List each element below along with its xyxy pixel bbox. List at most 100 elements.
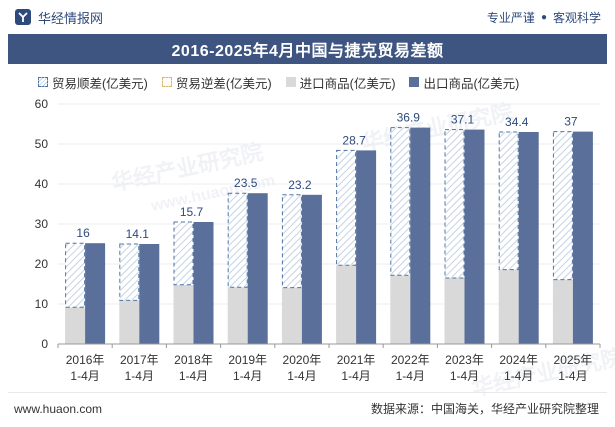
import-bar bbox=[552, 279, 573, 344]
x-tick-label: 2019年 1-4月 bbox=[228, 353, 267, 383]
legend-label-surplus: 贸易顺差(亿美元) bbox=[52, 76, 148, 91]
import-bar bbox=[281, 287, 302, 344]
brand-name: 华经情报网 bbox=[38, 10, 104, 26]
x-tick-label: 2024年 1-4月 bbox=[499, 353, 538, 383]
surplus-bar bbox=[444, 129, 465, 279]
import-bar bbox=[390, 275, 411, 344]
surplus-data-label: 23.5 bbox=[234, 176, 258, 190]
x-tick-label-line: 2019年 bbox=[228, 353, 267, 367]
x-tick-label-line: 2024年 bbox=[499, 353, 538, 367]
surplus-data-label: 34.4 bbox=[505, 115, 529, 129]
x-tick-label-line: 1-4月 bbox=[233, 369, 262, 383]
surplus-bar bbox=[227, 192, 248, 288]
y-tick-label: 0 bbox=[41, 337, 48, 351]
x-tick-label-line: 1-4月 bbox=[558, 369, 587, 383]
tag-professional: 专业严谨 bbox=[486, 10, 535, 25]
surplus-data-label: 36.9 bbox=[397, 111, 421, 125]
import-bar bbox=[498, 269, 519, 344]
x-tick-label-line: 1-4月 bbox=[125, 369, 154, 383]
legend-swatch-surplus bbox=[38, 77, 48, 87]
legend-item-export: 出口商品(亿美元) bbox=[409, 73, 519, 92]
legend-swatch-deficit bbox=[161, 77, 172, 87]
footer: www.huaon.com 数据来源：中国海关，华经产业研究院整理 bbox=[0, 396, 615, 421]
surplus-bar bbox=[65, 242, 86, 308]
x-tick-label: 2025年 1-4月 bbox=[554, 353, 593, 383]
y-tick-label: 10 bbox=[35, 297, 49, 311]
x-tick-label: 2020年 1-4月 bbox=[283, 353, 322, 383]
y-tick-label: 30 bbox=[35, 217, 49, 231]
export-bar bbox=[410, 127, 431, 344]
surplus-data-label: 14.1 bbox=[126, 227, 150, 241]
export-bar bbox=[356, 150, 377, 344]
x-tick-label-line: 1-4月 bbox=[450, 369, 479, 383]
export-bar bbox=[85, 243, 106, 344]
legend-label-export: 出口商品(亿美元) bbox=[423, 76, 520, 91]
y-tick-label: 20 bbox=[35, 257, 49, 271]
x-tick-label-line: 2018年 bbox=[174, 353, 213, 367]
separator-dot-icon: ● bbox=[540, 11, 547, 23]
import-bar bbox=[336, 265, 357, 344]
brand: 华经情报网 bbox=[14, 8, 103, 27]
import-bar bbox=[119, 300, 140, 344]
export-bar bbox=[139, 244, 160, 344]
x-tick-label-line: 1-4月 bbox=[287, 369, 316, 383]
x-tick-label-line: 2023年 bbox=[445, 353, 484, 367]
footer-url[interactable]: www.huaon.com bbox=[14, 401, 103, 416]
surplus-bar bbox=[173, 221, 194, 286]
axis-layer: 0 10 20 30 40 50 60 2016年 1-4月 2017年 1-4月 2018年 1-4月… bbox=[35, 97, 601, 383]
x-tick-label: 2016年 1-4月 bbox=[66, 353, 105, 383]
legend-item-surplus: 贸易顺差(亿美元) bbox=[38, 73, 148, 92]
import-bar bbox=[65, 307, 86, 344]
export-bar bbox=[572, 131, 593, 344]
chart-title: 2016-2025年4月中国与捷克贸易差额 bbox=[171, 43, 444, 60]
legend-label-import: 进口商品(亿美元) bbox=[299, 76, 396, 91]
labels-layer: 16 14.1 15.7 23.5 23.2 28.7 36.9 37.1 34.4 37 bbox=[76, 111, 577, 241]
import-bar bbox=[444, 278, 465, 344]
y-tick-label: 40 bbox=[35, 177, 49, 191]
legend-item-import: 进口商品(亿美元) bbox=[285, 73, 396, 92]
surplus-bar bbox=[336, 149, 357, 266]
surplus-data-label: 23.2 bbox=[288, 178, 312, 192]
legend-item-deficit: 贸易逆差(亿美元) bbox=[161, 73, 272, 92]
x-tick-label-line: 2017年 bbox=[120, 353, 159, 367]
x-tick-label: 2018年 1-4月 bbox=[174, 353, 213, 383]
surplus-data-label: 15.7 bbox=[180, 205, 204, 219]
export-bar bbox=[464, 129, 485, 344]
top-bar: 华经情报网 专业严谨 ● 客观科学 bbox=[0, 0, 615, 34]
surplus-bar bbox=[552, 131, 573, 281]
x-tick-label-line: 1-4月 bbox=[396, 369, 425, 383]
x-tick-label: 2017年 1-4月 bbox=[120, 353, 159, 383]
huajing-logo-icon bbox=[15, 9, 31, 25]
y-tick-label: 50 bbox=[35, 137, 49, 151]
import-bar bbox=[227, 287, 248, 344]
export-bar bbox=[301, 194, 322, 344]
x-tick-label: 2023年 1-4月 bbox=[445, 353, 484, 383]
footer-divider bbox=[8, 392, 607, 393]
surplus-bar bbox=[119, 243, 140, 301]
y-tick-label: 60 bbox=[35, 97, 49, 111]
x-tick-label-line: 1-4月 bbox=[504, 369, 533, 383]
x-tick-label-line: 1-4月 bbox=[70, 369, 99, 383]
legend-swatch-import bbox=[285, 77, 296, 87]
surplus-bar bbox=[390, 127, 411, 276]
surplus-data-label: 37 bbox=[564, 115, 578, 129]
x-tick-label: 2022年 1-4月 bbox=[391, 353, 430, 383]
x-tick-label-line: 1-4月 bbox=[179, 369, 208, 383]
bars-layer bbox=[65, 127, 593, 344]
chart-legend: 贸易顺差(亿美元) 贸易逆差(亿美元) 进口商品(亿美元) 出口商品(亿美元) bbox=[38, 72, 598, 92]
export-bar bbox=[193, 222, 214, 344]
x-tick-label-line: 2016年 bbox=[66, 353, 105, 367]
surplus-bar bbox=[281, 194, 302, 289]
footer-source: 数据来源：中国海关，华经产业研究院整理 bbox=[370, 402, 599, 416]
import-bar bbox=[173, 284, 194, 344]
legend-label-deficit: 贸易逆差(亿美元) bbox=[175, 76, 272, 91]
surplus-data-label: 37.1 bbox=[451, 113, 475, 127]
surplus-bar bbox=[498, 131, 519, 271]
x-tick-label-line: 2025年 bbox=[554, 353, 593, 367]
header-tags: 专业严谨 ● 客观科学 bbox=[487, 9, 601, 26]
x-tick-label-line: 2020年 bbox=[283, 353, 322, 367]
export-bar bbox=[518, 132, 539, 344]
x-tick-label-line: 2022年 bbox=[391, 353, 430, 367]
legend-swatch-export bbox=[409, 77, 420, 87]
